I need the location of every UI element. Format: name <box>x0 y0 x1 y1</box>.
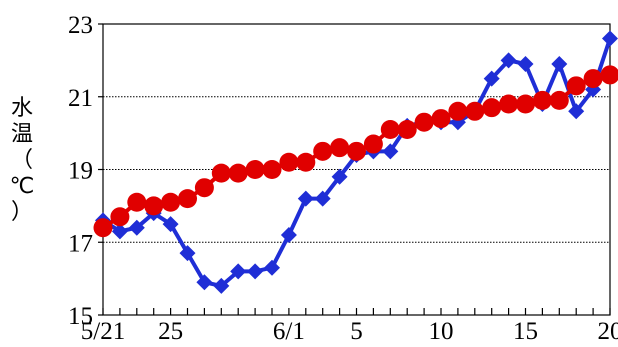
circle-point <box>144 196 164 216</box>
y-tick-label: 15 <box>68 303 93 330</box>
diamond-point <box>314 190 331 207</box>
diamond-point <box>111 223 128 240</box>
diamond-point <box>602 30 618 47</box>
circle-point <box>178 189 197 209</box>
x-tick-label: 5/21 <box>81 318 125 345</box>
diamond-point <box>483 70 500 87</box>
circle-point <box>211 163 231 183</box>
circle-point <box>194 178 214 198</box>
y-tick-label: 23 <box>68 12 93 39</box>
circle-point <box>448 101 468 121</box>
diamond-point <box>568 103 585 120</box>
circle-point <box>482 98 502 118</box>
circle-point <box>313 141 333 161</box>
circle-point <box>600 65 618 85</box>
diamond-point <box>331 168 348 185</box>
circle-point <box>127 192 147 212</box>
circle-point <box>549 90 569 110</box>
x-tick-label: 15 <box>513 318 538 345</box>
circle-point <box>245 160 265 179</box>
y-axis-title-char: 水 <box>10 96 33 121</box>
diamond-point <box>162 216 179 233</box>
diamond-point <box>517 56 534 73</box>
diamond-point <box>179 245 196 262</box>
y-axis-title-char: （ <box>10 148 33 173</box>
diamond-point <box>264 259 280 276</box>
circle-point <box>93 218 113 238</box>
diamond-point <box>280 226 297 243</box>
y-tick-label: 17 <box>68 230 93 257</box>
circle-point <box>583 69 603 89</box>
diamond-point <box>500 52 517 69</box>
diamond-point <box>551 56 568 73</box>
circle-point <box>228 163 248 183</box>
x-tick-label: 10 <box>429 318 454 345</box>
circle-point <box>161 192 181 212</box>
circle-point <box>532 90 552 110</box>
circle-point <box>363 134 383 154</box>
circle-point <box>110 207 130 227</box>
diamond-point <box>382 143 399 160</box>
circle-point <box>330 138 350 158</box>
circle-point <box>566 76 586 96</box>
x-tick-label: 6/1 <box>273 318 305 345</box>
circle-point <box>431 109 451 129</box>
y-axis-title-char: ℃ <box>9 174 35 199</box>
y-axis-title-char: ） <box>10 200 33 225</box>
diamond-point <box>128 219 145 236</box>
y-axis-title: 水 温 （ ℃ ） <box>4 96 40 226</box>
circle-point <box>262 160 282 179</box>
circle-point <box>516 94 535 114</box>
y-tick-label: 21 <box>68 85 93 112</box>
diamond-point <box>196 274 213 291</box>
x-tick-label: 25 <box>158 318 183 345</box>
diamond-point <box>213 277 230 294</box>
circle-point <box>279 152 299 172</box>
circle-point <box>414 112 434 132</box>
circle-point <box>397 119 417 139</box>
circle-point <box>296 152 316 172</box>
y-axis-title-char: 温 <box>10 122 33 147</box>
circle-point <box>380 119 400 139</box>
circle-point <box>347 141 366 161</box>
diamond-point <box>247 263 264 280</box>
x-tick-label: 20 <box>598 318 618 345</box>
diamond-point <box>297 190 314 207</box>
diamond-point <box>230 263 247 280</box>
circle-point <box>465 101 485 121</box>
y-tick-label: 19 <box>68 158 93 185</box>
x-tick-label: 5 <box>350 318 363 345</box>
circle-point <box>499 94 519 114</box>
